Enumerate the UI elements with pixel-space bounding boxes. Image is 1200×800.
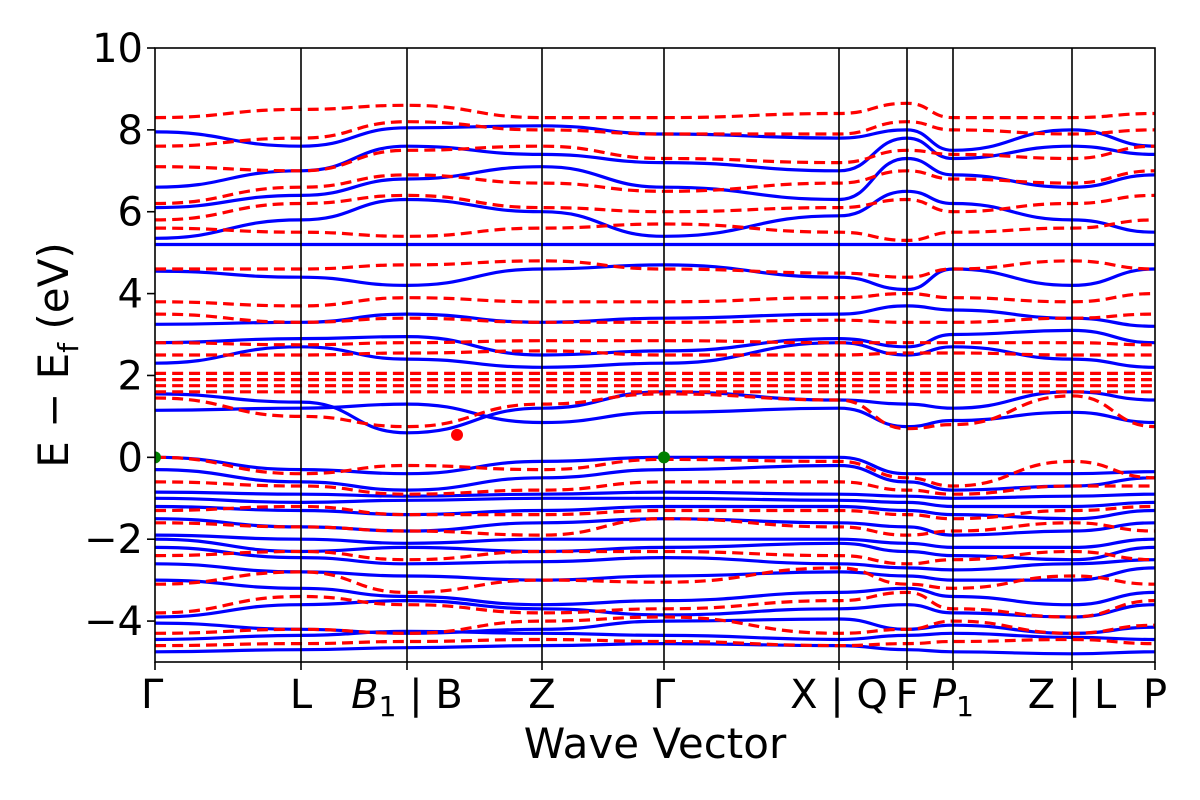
high-symmetry-lines bbox=[300, 48, 1073, 662]
y-axis-title: E − Ef (eV) bbox=[29, 242, 85, 468]
spin-up-band-20 bbox=[155, 263, 1155, 292]
y-tick-label: −2 bbox=[84, 517, 143, 563]
y-tick-label: 2 bbox=[118, 353, 143, 399]
x-tick-label: X | Q bbox=[790, 672, 888, 718]
spin-up-band-1 bbox=[155, 629, 1155, 642]
spin-up-band-25 bbox=[155, 124, 1155, 152]
x-axis-ticks: Γ L B1 | B Z Γ X | Q F P1 Z | L P bbox=[141, 662, 1167, 723]
y-tick-label: 10 bbox=[92, 26, 143, 72]
spin-down-band-9 bbox=[155, 392, 1155, 431]
x-tick-label: P1 bbox=[932, 672, 974, 723]
spin-down-band-20 bbox=[155, 193, 1155, 222]
x-tick-label: Γ bbox=[653, 672, 676, 718]
spin-down-bands bbox=[155, 101, 1155, 648]
spin-up-band-6 bbox=[155, 545, 1155, 572]
y-axis-ticks: −4 −2 0 2 4 6 8 10 bbox=[84, 26, 155, 645]
spin-up-band-18 bbox=[155, 328, 1155, 357]
spin-down-band-6 bbox=[155, 504, 1155, 521]
spin-down-band-15 bbox=[155, 339, 1155, 347]
x-tick-label: Γ bbox=[141, 672, 164, 718]
spin-down-band-1 bbox=[155, 615, 1155, 635]
x-tick-label: B1 | B bbox=[351, 672, 463, 723]
spin-down-band-7 bbox=[155, 480, 1155, 496]
y-tick-label: 8 bbox=[118, 108, 143, 154]
spin-down-band-17 bbox=[155, 291, 1155, 308]
spin-up-band-4 bbox=[155, 578, 1155, 607]
x-tick-label: Z | L bbox=[1028, 672, 1117, 718]
cbm-marker-0 bbox=[451, 428, 463, 441]
y-tick-label: 0 bbox=[118, 435, 143, 481]
band-edge-markers bbox=[155, 428, 670, 464]
spin-down-band-21 bbox=[155, 169, 1155, 206]
spin-up-band-3 bbox=[155, 598, 1155, 619]
spin-up-band-17 bbox=[155, 341, 1155, 369]
spin-up-band-19 bbox=[155, 304, 1155, 328]
spin-up-band-5 bbox=[155, 562, 1155, 582]
y-tick-label: −4 bbox=[84, 599, 143, 645]
spin-up-band-8 bbox=[155, 533, 1155, 549]
spin-down-band-19 bbox=[155, 218, 1155, 243]
spin-up-band-12 bbox=[155, 490, 1155, 500]
spin-down-band-8 bbox=[155, 455, 1155, 488]
x-tick-label: F bbox=[895, 672, 918, 718]
spin-down-band-5 bbox=[155, 517, 1155, 537]
spin-down-band-16 bbox=[155, 312, 1155, 324]
y-tick-label: 4 bbox=[118, 272, 143, 318]
vbm-marker-0 bbox=[155, 451, 161, 464]
spin-down-band-18 bbox=[155, 259, 1155, 279]
spin-down-band-3 bbox=[155, 566, 1155, 595]
spin-up-band-23 bbox=[155, 156, 1155, 210]
spin-up-band-15 bbox=[155, 402, 1155, 429]
x-tick-label: L bbox=[290, 672, 313, 718]
x-tick-label: Z bbox=[528, 672, 555, 718]
plot-frame bbox=[154, 47, 1156, 663]
spin-down-band-23 bbox=[155, 120, 1155, 148]
x-axis-title: Wave Vector bbox=[524, 719, 787, 768]
spin-up-band-13 bbox=[155, 463, 1155, 492]
spin-down-band-24 bbox=[155, 101, 1155, 120]
y-tick-label: 6 bbox=[118, 190, 143, 236]
spin-up-bands bbox=[155, 124, 1155, 656]
x-tick-label: P bbox=[1143, 672, 1167, 718]
spin-up-band-2 bbox=[155, 617, 1155, 635]
spin-up-band-11 bbox=[155, 496, 1155, 509]
spin-down-band-2 bbox=[155, 590, 1155, 619]
vbm-marker-1 bbox=[658, 451, 670, 464]
spin-up-band-0 bbox=[155, 641, 1155, 656]
spin-down-band-22 bbox=[155, 144, 1155, 173]
spin-down-band-4 bbox=[155, 549, 1155, 566]
